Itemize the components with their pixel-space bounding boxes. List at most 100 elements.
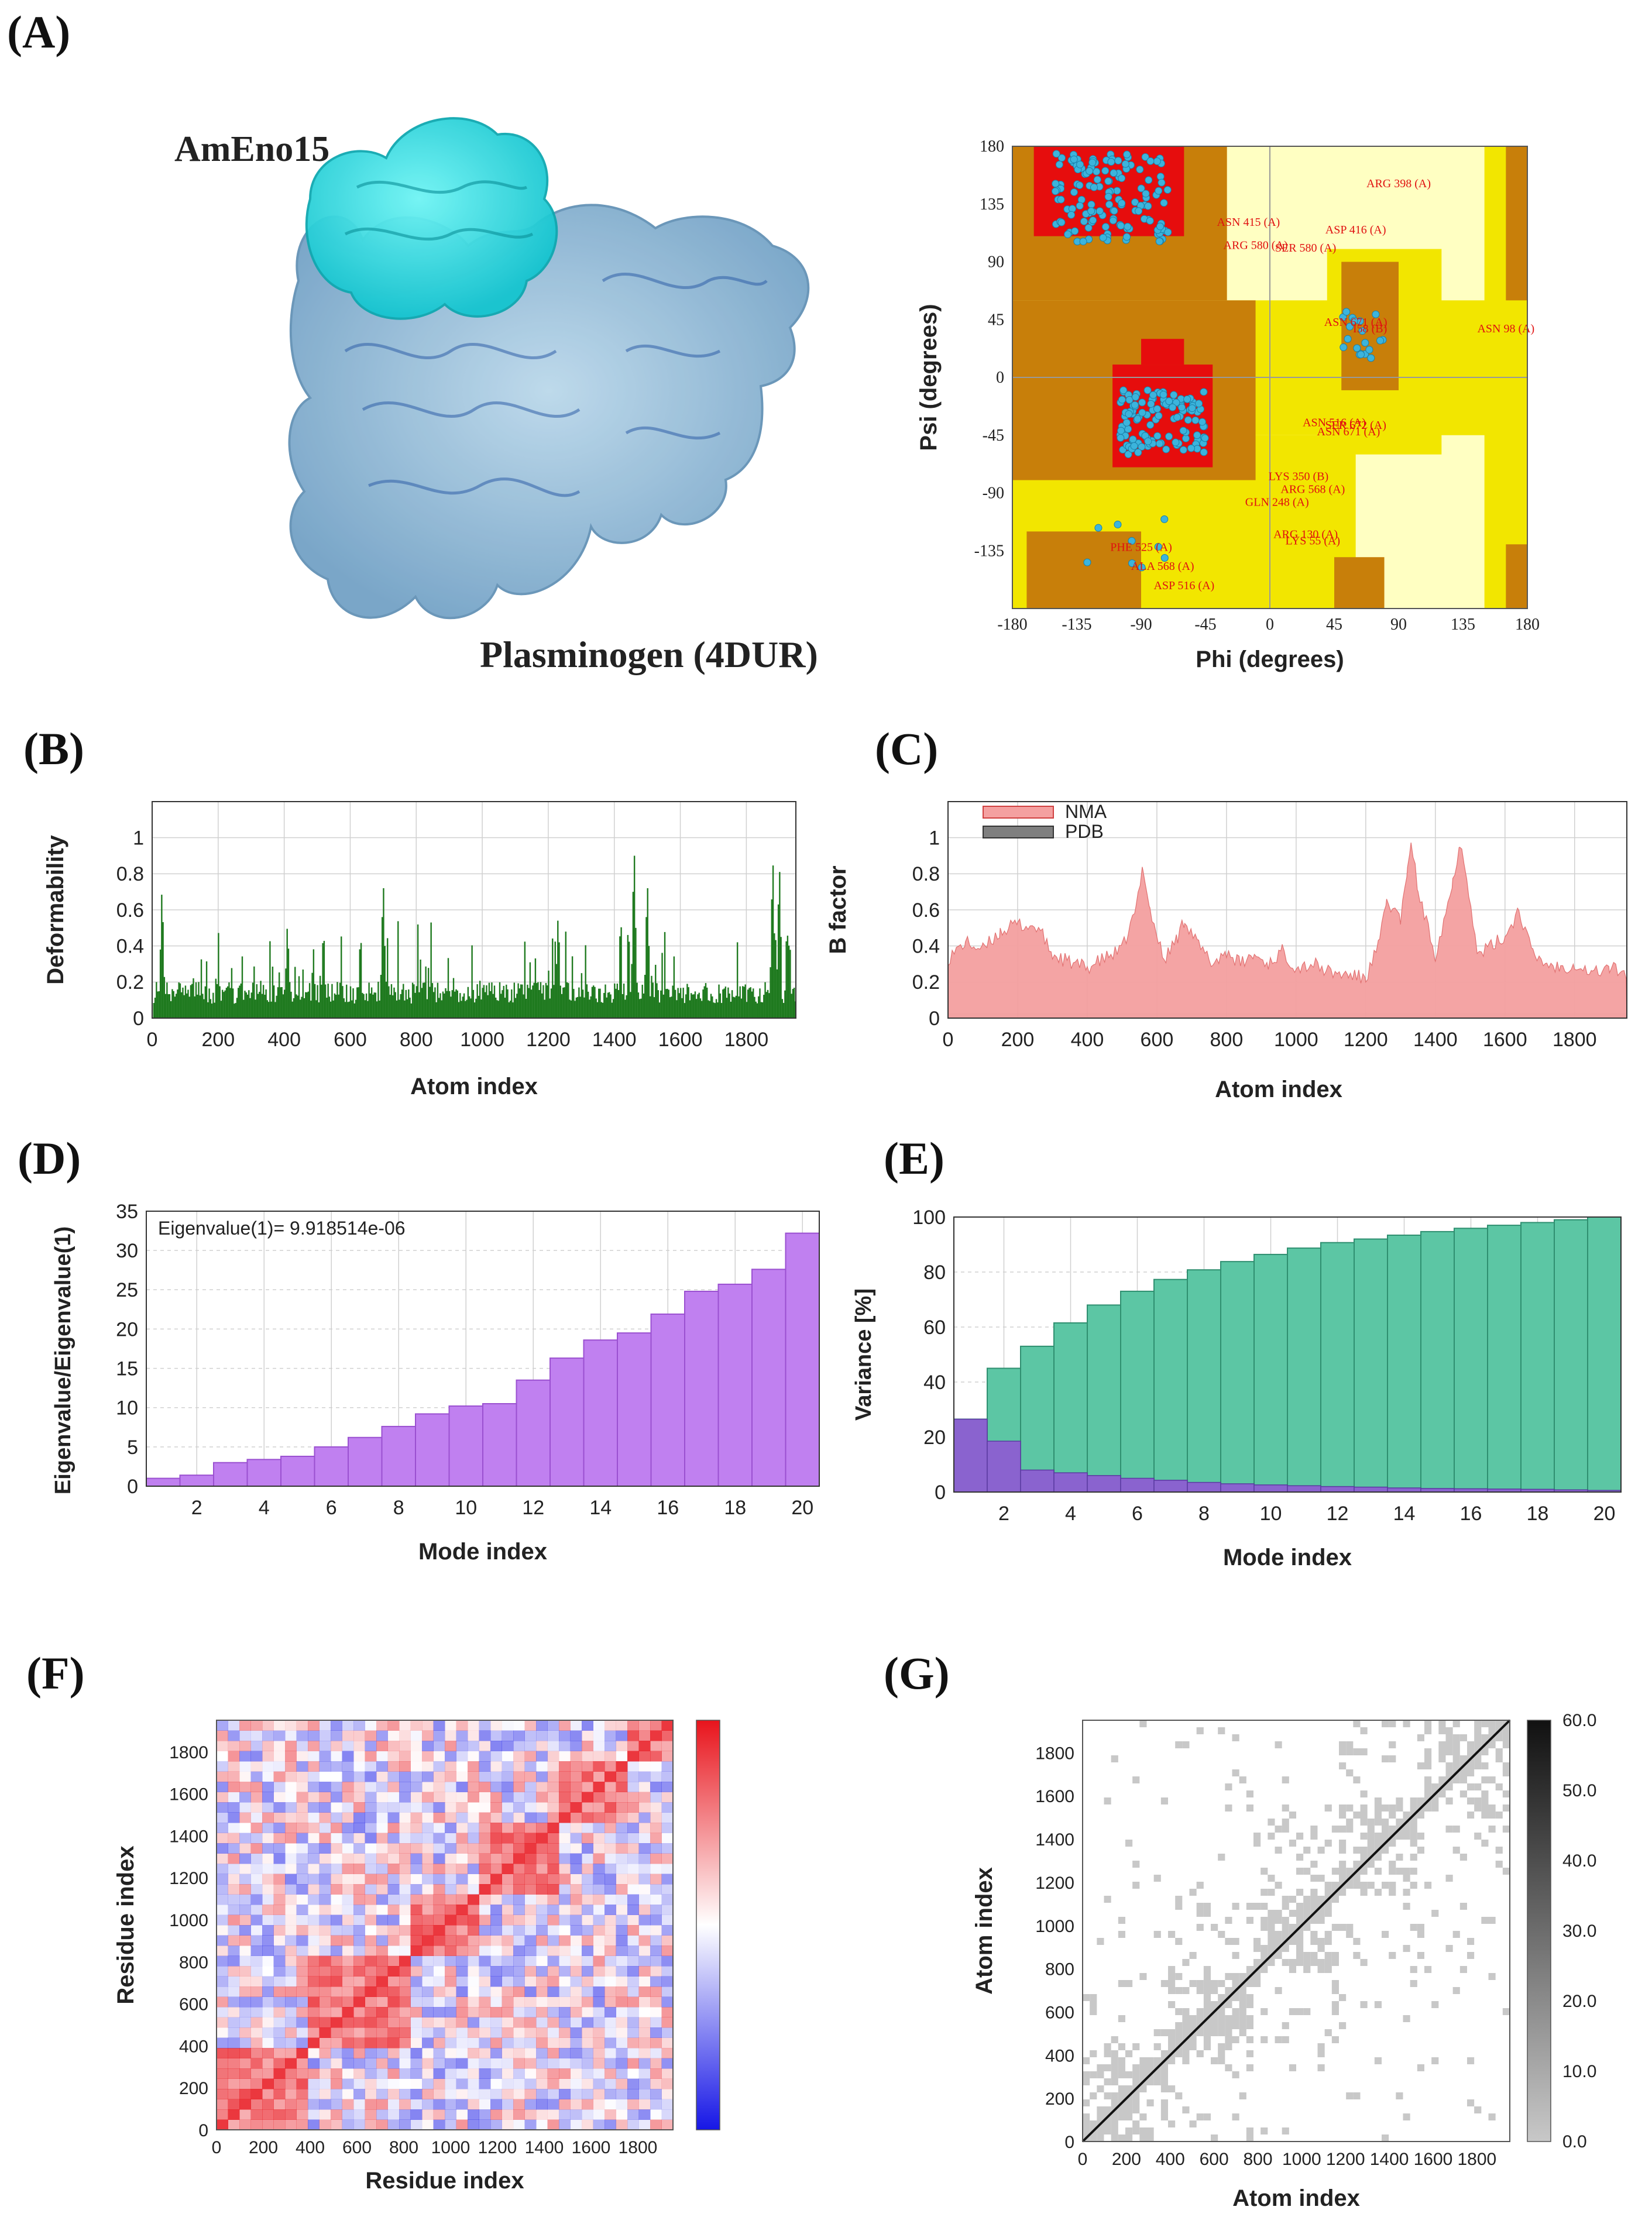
deform-bar [614, 983, 616, 1018]
cov-cell [422, 2109, 434, 2120]
eig-bar [179, 1474, 214, 1487]
bfac-x-tick: 600 [1141, 1029, 1174, 1051]
enm-cell [1196, 1727, 1204, 1734]
deform-bar [154, 998, 156, 1018]
var-cumulative-bar [1220, 1261, 1255, 1493]
cov-cell [582, 2007, 593, 2017]
cov-cell [410, 2017, 423, 2028]
cov-cell [502, 1884, 514, 1895]
cov-cell [399, 2048, 411, 2058]
cov-cell [490, 1976, 502, 1987]
cov-cell [536, 1843, 548, 1854]
enm-cell [1261, 1868, 1268, 1875]
deform-bar [707, 1000, 709, 1018]
enm-cell [1160, 2071, 1168, 2078]
cov-cell [217, 1823, 228, 1833]
deform-bar [621, 994, 624, 1018]
enm-cell [1275, 1917, 1282, 1924]
cov-cell [559, 2109, 571, 2120]
enm-cell [1232, 1769, 1239, 1776]
rama-residue-label: ARG 398 (A) [1366, 177, 1431, 190]
eig-x-tick: 18 [724, 1497, 746, 1519]
cov-cell [627, 2017, 639, 2028]
cov-y-tick: 1600 [169, 1785, 208, 1804]
cov-cell [479, 1741, 491, 1751]
cov-cell [285, 2109, 297, 2120]
cov-cell [376, 1864, 388, 1874]
cov-y-tick: 1000 [169, 1911, 208, 1930]
deform-bar [232, 988, 234, 1018]
enm-cell [1339, 1748, 1347, 1755]
cov-cell [308, 1884, 320, 1895]
cov-cell [524, 1935, 537, 1946]
cov-cell [411, 1761, 423, 1772]
cov-cell [559, 1730, 571, 1741]
cov-cell [228, 1894, 240, 1905]
cov-cell [616, 2089, 628, 2099]
deform-bar [170, 1001, 172, 1018]
deform-bar [619, 936, 621, 1018]
cov-cell [387, 1966, 400, 1977]
cov-cell [536, 2048, 548, 2058]
rama-point [1155, 412, 1163, 420]
deform-bar [723, 988, 725, 1018]
cov-cell [365, 1955, 377, 1967]
deform-bar [624, 999, 626, 1018]
deform-bar [183, 995, 185, 1018]
cov-cell [217, 1914, 228, 1926]
cov-cell [582, 1925, 593, 1936]
cov-cell [217, 1935, 228, 1946]
cov-cell [661, 1976, 674, 1987]
cov-cell [502, 1935, 514, 1946]
rama-point [1118, 396, 1126, 404]
enm-cell [1488, 1727, 1496, 1734]
cov-cell [228, 1986, 240, 1997]
cov-cell [513, 1833, 525, 1844]
cov-cell [433, 1894, 445, 1905]
deform-bar [466, 999, 468, 1018]
cov-cell [582, 2089, 593, 2099]
enm-cell [1090, 2092, 1097, 2099]
enm-cell [1289, 1924, 1296, 1931]
cov-cell [468, 2068, 479, 2079]
rama-point [1052, 187, 1060, 195]
deform-bar [267, 1002, 270, 1018]
var-cumulative-bar [1120, 1290, 1155, 1493]
cov-cell [536, 2007, 548, 2017]
enm-cell [1125, 2106, 1133, 2113]
enm-cell [1367, 1882, 1375, 1889]
enm-cell [1431, 1797, 1439, 1804]
cov-cell [422, 2037, 434, 2048]
cov-cell [422, 1976, 434, 1987]
deform-bar [570, 1000, 572, 1018]
rama-point [1079, 238, 1087, 246]
deform-bar [520, 984, 522, 1018]
deform-bar [472, 989, 475, 1018]
cov-cell [285, 1730, 297, 1741]
cov-cell [593, 1996, 605, 2008]
cov-cell [445, 2048, 456, 2058]
cov-cell [445, 2027, 456, 2038]
enm-cell [1203, 1910, 1211, 1917]
enm-cell [1225, 2029, 1232, 2036]
enm-cell [1481, 1917, 1489, 1924]
deform-bar [694, 991, 696, 1018]
cov-cell [308, 2007, 320, 2017]
enm-cell [1246, 1966, 1253, 1973]
enm-cell [1495, 1812, 1503, 1819]
cov-cell [296, 2119, 308, 2130]
enm-cell [1211, 2029, 1218, 2036]
cov-cell [513, 2099, 525, 2110]
cov-cell [399, 1761, 411, 1772]
enm-cell [1232, 2008, 1239, 2015]
enm-cell [1139, 2134, 1147, 2142]
deform-bar [319, 975, 321, 1018]
enm-cell [1104, 2127, 1111, 2134]
cov-cell [661, 1905, 674, 1915]
rama-residue-label: SER 672 (A) [1325, 419, 1386, 432]
cov-cell [365, 1741, 377, 1751]
cov-cell [376, 1720, 388, 1731]
enm-cell [1203, 1903, 1211, 1910]
cov-cell [638, 2078, 651, 2089]
cov-cell [524, 1730, 537, 1741]
